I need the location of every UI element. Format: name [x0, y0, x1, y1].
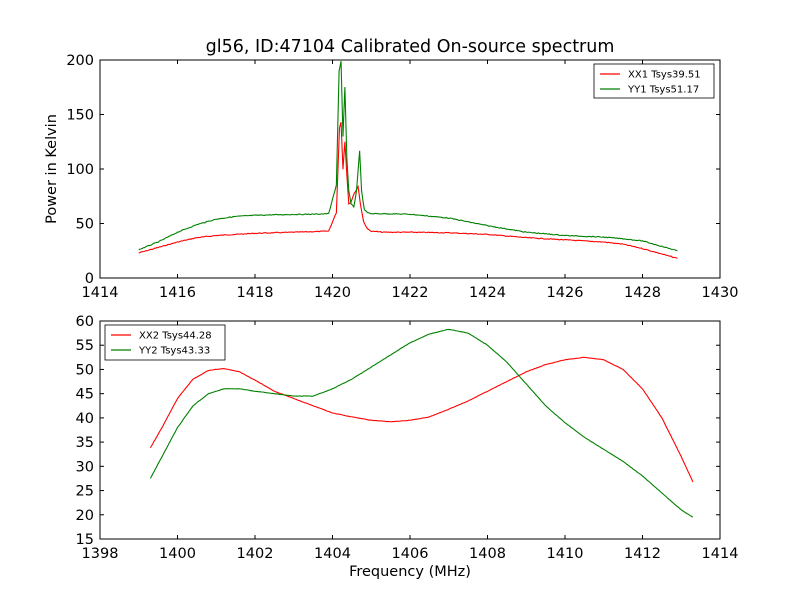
y-tick-label: 200 — [66, 53, 94, 69]
x-tick-label: 1412 — [624, 546, 661, 562]
y-tick-label: 20 — [76, 508, 94, 524]
y-tick-label: 15 — [76, 532, 94, 548]
y-tick-label: 45 — [76, 387, 94, 403]
y-tick-label: 60 — [76, 314, 94, 330]
legend-box — [593, 63, 715, 99]
x-tick-label: 1404 — [314, 546, 351, 562]
y-tick-label: 0 — [85, 271, 94, 287]
x-tick-label: 1408 — [469, 546, 506, 562]
x-tick-label: 1402 — [237, 546, 274, 562]
y-tick-label: 25 — [76, 484, 94, 500]
y-tick-label: 50 — [76, 217, 94, 233]
y-axis-label: Power in Kelvin — [44, 114, 60, 224]
series-line-1 — [149, 356, 694, 483]
y-tick-label: 150 — [66, 108, 94, 124]
y-tick-label: 30 — [76, 459, 94, 475]
x-axis-label: Frequency (MHz) — [349, 564, 471, 580]
x-tick-label: 1406 — [392, 546, 429, 562]
series-line-1 — [138, 121, 678, 259]
x-tick-label: 1414 — [82, 285, 119, 301]
x-tick-label: 1424 — [469, 285, 506, 301]
y-tick-label: 55 — [76, 338, 94, 354]
x-tick-label: 1418 — [237, 285, 274, 301]
x-tick-label: 1400 — [159, 546, 196, 562]
legend-entry: XX1 Tsys39.51 — [628, 70, 701, 81]
y-tick-label: 40 — [76, 411, 94, 427]
legend-entry: YY1 Tsys51.17 — [627, 85, 699, 96]
x-tick-label: 1420 — [314, 285, 351, 301]
y-tick-label: 50 — [76, 362, 94, 378]
x-tick-label: 1428 — [624, 285, 661, 301]
x-tick-label: 1426 — [547, 285, 584, 301]
x-tick-label: 1410 — [547, 546, 584, 562]
legend-box — [104, 324, 226, 361]
chart-bottom: 1398 1400 1402 1404 1406 1408 1410 1412 1414 15 20… — [76, 314, 739, 580]
x-tick-label: 1398 — [82, 546, 119, 562]
x-tick-label: 1422 — [392, 285, 429, 301]
x-tick-label: 1430 — [702, 285, 739, 301]
legend-entry: XX2 Tsys44.28 — [139, 331, 212, 342]
x-tick-label: 1416 — [159, 285, 196, 301]
y-tick-label: 35 — [76, 435, 94, 451]
y-tick-label: 100 — [66, 162, 94, 178]
chart-top: 1414 1416 1418 1420 1422 1424 1426 1428 1430 0 50 1… — [44, 37, 738, 301]
series-line-2 — [138, 61, 678, 252]
legend-entry: YY2 Tsys43.33 — [138, 346, 210, 357]
series-line-2 — [149, 328, 694, 518]
x-tick-label: 1414 — [702, 546, 739, 562]
chart-title: gl56, ID:47104 Calibrated On-source spec… — [206, 37, 615, 57]
